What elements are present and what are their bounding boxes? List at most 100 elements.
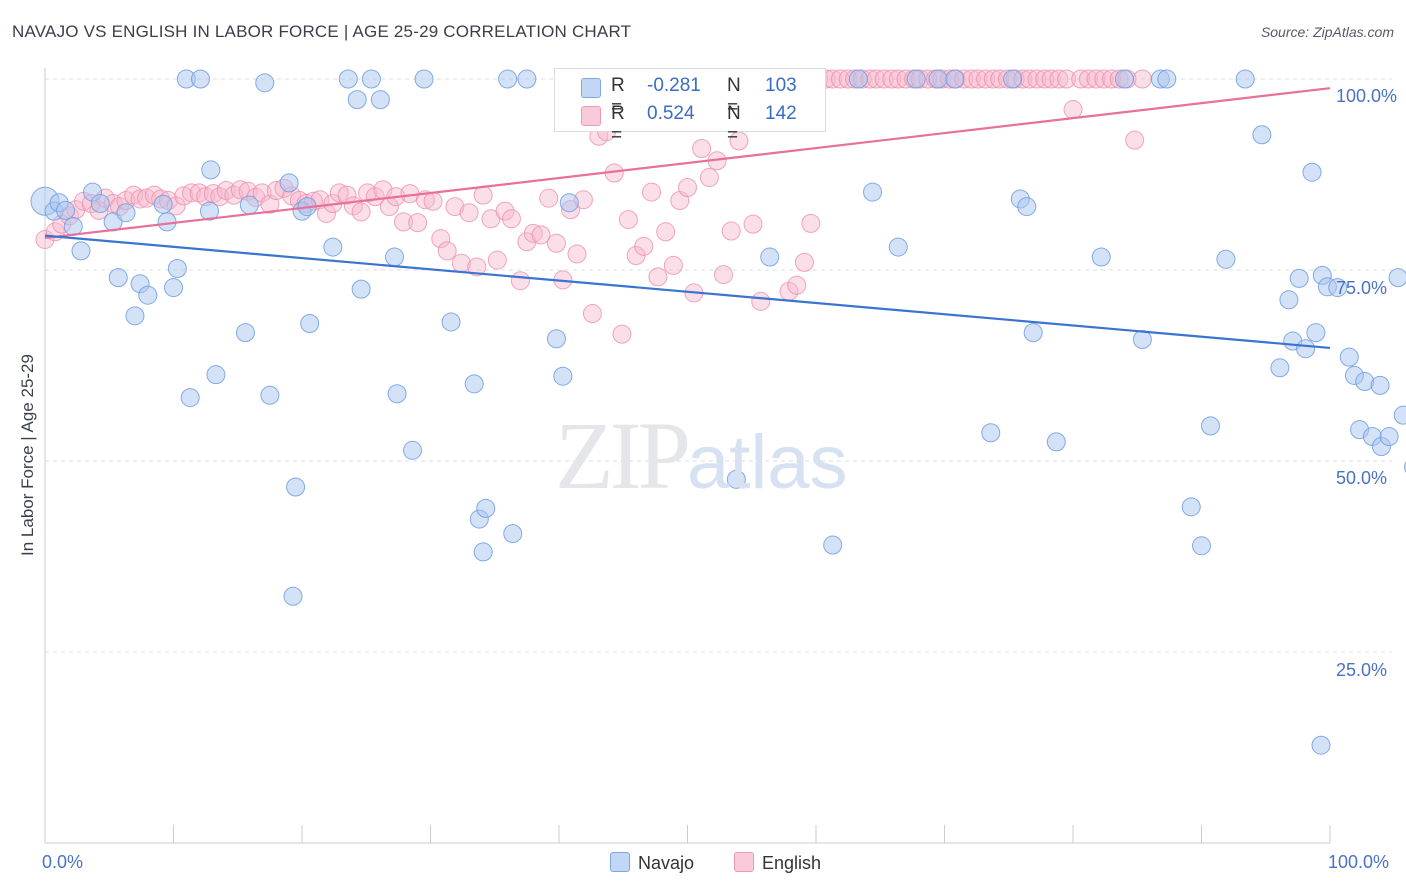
navajo-point bbox=[300, 313, 320, 333]
english-point bbox=[1086, 69, 1106, 89]
navajo-point bbox=[1302, 162, 1322, 182]
english-point bbox=[351, 202, 371, 222]
english-point bbox=[181, 183, 201, 203]
navajo-legend-label: Navajo bbox=[638, 853, 695, 873]
english-point bbox=[252, 183, 272, 203]
english-point bbox=[523, 223, 543, 243]
navajo-point bbox=[473, 542, 493, 562]
navajo-point bbox=[387, 384, 407, 404]
navajo-point bbox=[283, 586, 303, 606]
navajo-point bbox=[279, 173, 299, 193]
r-label: R = bbox=[611, 75, 625, 118]
bottom-legend-navajo: Navajo bbox=[610, 852, 694, 874]
navajo-point bbox=[338, 69, 358, 89]
english-point bbox=[968, 69, 988, 89]
navajo-point bbox=[726, 469, 746, 489]
navajo-point bbox=[945, 69, 965, 89]
english-point bbox=[487, 250, 507, 270]
navajo-point bbox=[71, 241, 91, 261]
navajo-point bbox=[1379, 427, 1399, 447]
navajo-point bbox=[517, 69, 537, 89]
bottom-legend-english: English bbox=[734, 852, 821, 874]
navajo-point bbox=[190, 69, 210, 89]
navajo-point bbox=[385, 247, 405, 267]
english-point bbox=[721, 221, 741, 241]
navajo-point bbox=[848, 69, 868, 89]
english-point bbox=[510, 271, 530, 291]
english-point bbox=[1057, 69, 1077, 89]
english-point bbox=[648, 267, 668, 287]
english-point bbox=[531, 225, 551, 245]
n-label: N = bbox=[727, 75, 741, 118]
navajo-point bbox=[56, 200, 76, 220]
navajo-point bbox=[1306, 323, 1326, 343]
navajo-point bbox=[180, 388, 200, 408]
navajo-point bbox=[1114, 69, 1134, 89]
english-point bbox=[1125, 130, 1145, 150]
english-point bbox=[130, 189, 150, 209]
english-point bbox=[501, 209, 521, 229]
y-tick-label-100: 100.0% bbox=[1336, 86, 1398, 106]
navajo-point bbox=[260, 385, 280, 405]
navajo-point bbox=[63, 216, 83, 236]
navajo-point bbox=[981, 423, 1001, 443]
source-label: Source: ZipAtlas.com bbox=[1260, 24, 1394, 40]
navajo-point bbox=[1370, 375, 1390, 395]
english-point bbox=[337, 185, 357, 205]
english-point bbox=[582, 304, 602, 324]
english-point bbox=[459, 203, 479, 223]
navajo-point bbox=[1023, 323, 1043, 343]
navajo-point bbox=[347, 90, 367, 110]
navajo-point bbox=[498, 69, 518, 89]
english-point bbox=[495, 201, 515, 221]
navajo-point bbox=[138, 285, 158, 305]
english-point bbox=[663, 255, 683, 275]
navajo-point bbox=[1328, 278, 1348, 298]
navajo-point bbox=[323, 237, 343, 257]
english-trend-line bbox=[44, 87, 1331, 240]
navajo-trend-line bbox=[44, 234, 1331, 350]
english-point bbox=[1027, 69, 1047, 89]
english-point bbox=[230, 180, 250, 200]
navajo-point bbox=[1181, 497, 1201, 517]
english-point bbox=[642, 182, 662, 202]
english-point bbox=[1035, 69, 1055, 89]
english-point bbox=[612, 324, 632, 344]
navajo-point bbox=[1132, 330, 1152, 350]
english-point bbox=[174, 186, 194, 206]
english-point bbox=[408, 213, 428, 233]
english-point bbox=[137, 188, 157, 208]
navajo-point bbox=[206, 365, 226, 385]
navajo-point bbox=[928, 69, 948, 89]
y-axis-title: In Labor Force | Age 25-29 bbox=[18, 354, 37, 556]
navajo-point bbox=[1388, 268, 1406, 288]
english-point bbox=[678, 177, 697, 197]
english-r-value: 0.524 bbox=[647, 103, 695, 124]
english-legend-label: English bbox=[762, 853, 822, 873]
english-point bbox=[329, 183, 349, 203]
english-point bbox=[634, 236, 654, 256]
navajo-point bbox=[235, 323, 255, 343]
english-point bbox=[423, 191, 443, 211]
navajo-legend-swatch bbox=[610, 852, 630, 872]
navajo-point bbox=[1279, 290, 1299, 310]
english-point bbox=[874, 69, 894, 89]
navajo-point bbox=[1393, 405, 1406, 425]
english-point bbox=[1063, 100, 1083, 120]
x-tick-label-max: 100.0% bbox=[1328, 852, 1390, 872]
navajo-point bbox=[546, 329, 566, 349]
english-point bbox=[1132, 69, 1152, 89]
english-point bbox=[437, 241, 457, 261]
navajo-point bbox=[1339, 347, 1359, 367]
english-point bbox=[1049, 69, 1069, 89]
navajo-point bbox=[888, 237, 908, 257]
chart-title: NAVAJO VS ENGLISH IN LABOR FORCE | AGE 2… bbox=[12, 22, 632, 41]
n-label: N = bbox=[727, 103, 741, 146]
navajo-point bbox=[1017, 197, 1037, 217]
navajo-point bbox=[863, 182, 883, 202]
navajo-point bbox=[559, 193, 579, 213]
y-tick-label-75: 75.0% bbox=[1336, 278, 1388, 298]
english-point bbox=[431, 229, 451, 249]
english-point bbox=[1078, 69, 1098, 89]
